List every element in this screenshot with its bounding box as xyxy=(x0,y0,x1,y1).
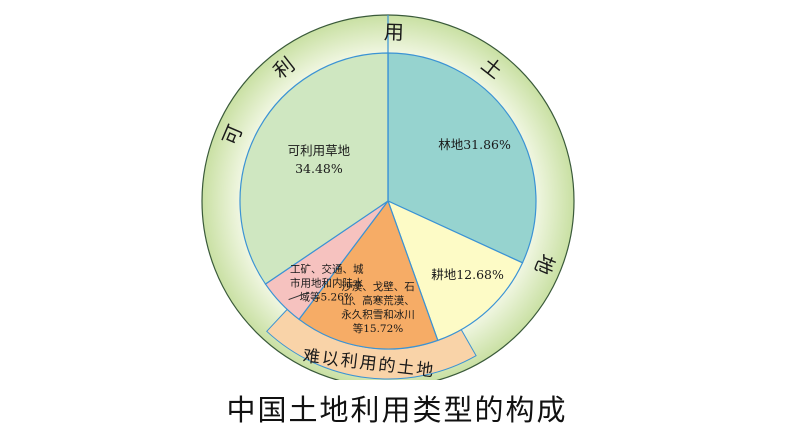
label-grassland: 可利用草地 34.48% xyxy=(288,143,351,176)
slice-desert xyxy=(298,199,439,350)
label-urban: 工矿、交通、城市用地和内陆水域等5.26% xyxy=(290,262,364,303)
slice-grassland xyxy=(239,52,389,285)
slice-forest xyxy=(387,52,537,264)
slice-farmland xyxy=(386,199,524,342)
slice-layer xyxy=(239,15,537,350)
chart-title: 中国土地利用类型的构成 xyxy=(226,393,568,427)
label-farmland: 耕地12.68% xyxy=(431,267,504,282)
label-forest: 林地31.86% xyxy=(438,137,511,152)
land-use-pie-chart: 林地31.86% 耕地12.68% 沙漠、戈壁、石山、高寒荒漠、永久积雪和冰川等15… xyxy=(201,14,575,380)
ring-char-yong: 用 xyxy=(383,20,404,45)
label-desert: 沙漠、戈壁、石山、高寒荒漠、永久积雪和冰川等15.72% xyxy=(341,280,415,335)
urban-leader-line xyxy=(288,291,309,301)
